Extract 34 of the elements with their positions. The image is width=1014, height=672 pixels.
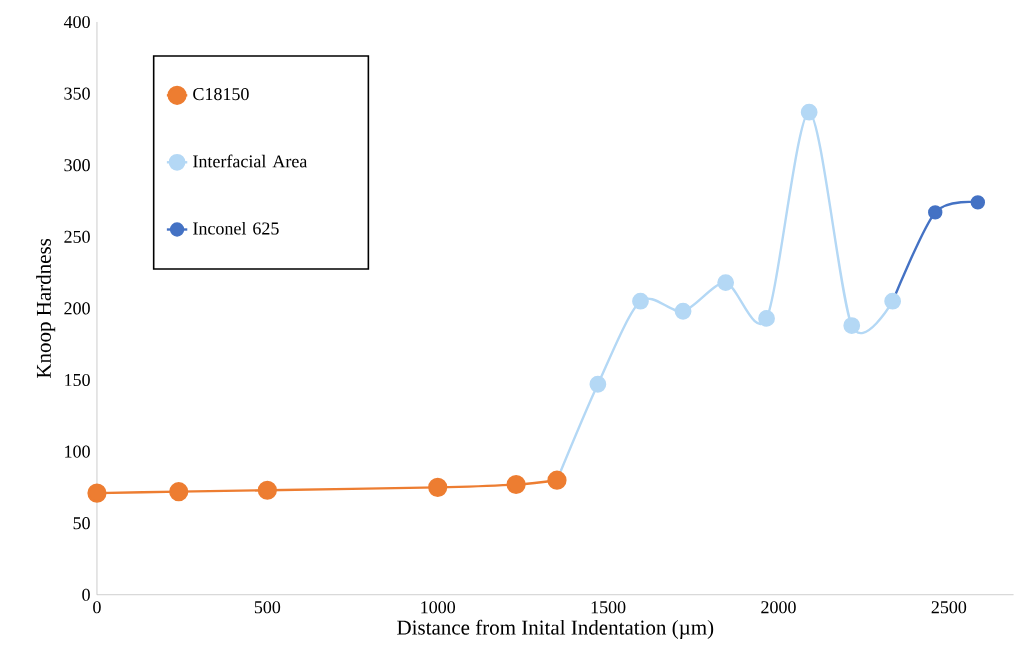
point: [87, 483, 107, 503]
y-tick-label: 350: [64, 87, 90, 100]
y-tick-label: 400: [63, 16, 90, 29]
legend-label: Interfacial Area: [193, 154, 308, 168]
point: [589, 375, 607, 393]
y-tick-label: 0: [82, 588, 90, 601]
y-axis-title: Knoop Hardness: [36, 239, 56, 379]
point: [717, 274, 735, 292]
point: [843, 317, 861, 335]
point: [928, 205, 943, 220]
y-tick-label: 300: [64, 159, 90, 172]
x-tick-label: 500: [254, 601, 281, 614]
x-axis-title: Distance from Inital Indentation (µm): [397, 619, 714, 640]
point: [506, 475, 526, 495]
x-tick-label: 1500: [591, 601, 626, 614]
y-tick-label: 100: [65, 445, 90, 458]
point: [800, 103, 818, 121]
y-tick-label: 200: [64, 302, 90, 315]
y-tick-label: 150: [65, 374, 90, 387]
point: [428, 477, 448, 498]
legend-label: Inconel 625: [193, 222, 279, 235]
point: [257, 480, 277, 500]
x-tick-label: 2000: [761, 601, 796, 614]
point: [758, 310, 775, 327]
y-tick-label: 50: [73, 517, 90, 530]
x-tick-label: 2500: [931, 601, 967, 614]
point: [632, 292, 649, 310]
x-tick-label: 1000: [421, 601, 456, 614]
point: [169, 482, 189, 502]
y-tick-label: 250: [64, 230, 90, 243]
x-tick-label: 0: [93, 601, 101, 614]
legend-label: C18150: [193, 88, 249, 101]
point: [970, 195, 986, 210]
point: [674, 302, 692, 320]
